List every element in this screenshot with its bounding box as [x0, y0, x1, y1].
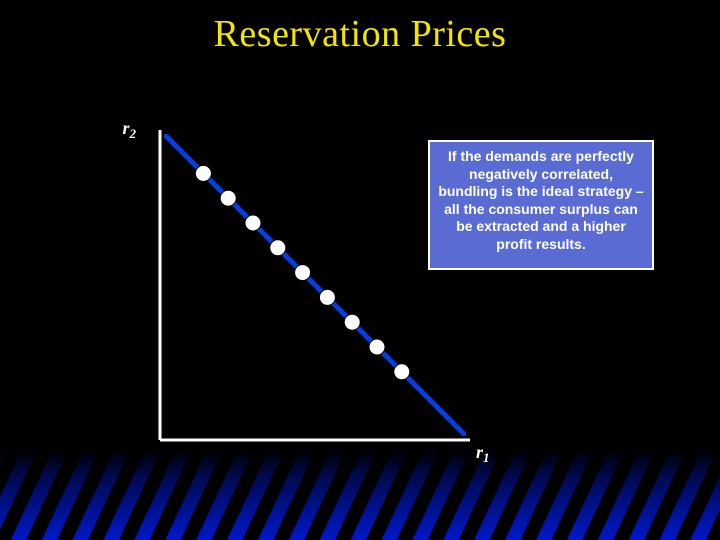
slide: Reservation Prices r2 r1 If the demands a… [0, 0, 720, 540]
data-point [270, 240, 286, 256]
x-axis-label: r1 [476, 442, 490, 465]
data-point [344, 314, 360, 330]
data-point [369, 339, 385, 355]
data-point [319, 289, 335, 305]
data-point [220, 190, 236, 206]
data-point [245, 215, 261, 231]
y-axis-label: r2 [122, 118, 136, 141]
caption-box: If the demands are perfectly negatively … [428, 140, 654, 270]
trend-line [166, 136, 464, 434]
data-point [295, 265, 311, 281]
slide-title: Reservation Prices [0, 12, 720, 56]
data-point [195, 165, 211, 181]
data-point [394, 364, 410, 380]
